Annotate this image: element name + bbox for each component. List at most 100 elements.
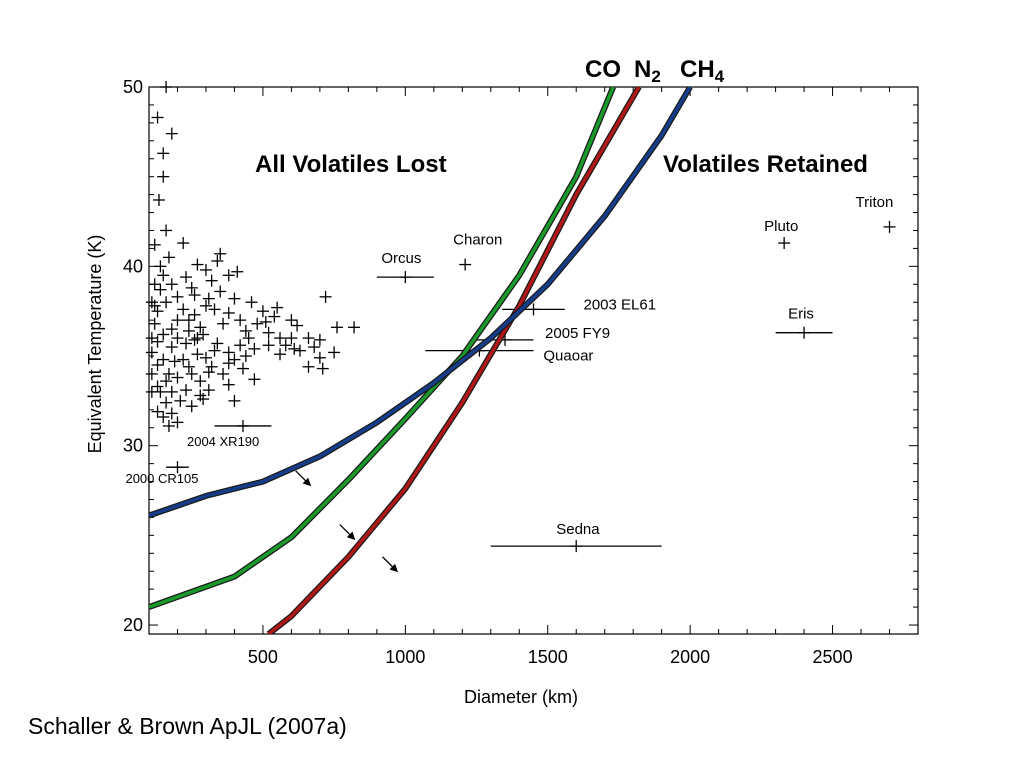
x-tick-label: 1000 — [385, 647, 425, 667]
object-label: Quaoar — [543, 348, 593, 365]
object-label: Triton — [856, 194, 894, 211]
population-point — [171, 332, 184, 345]
object-orcus: Orcus — [376, 250, 434, 284]
population-point — [165, 323, 178, 336]
x-tick-label: 1500 — [528, 647, 568, 667]
population-point — [248, 342, 261, 355]
axes-layer: 500 1000 1500 2000 2500 20 30 40 50 — [123, 77, 919, 667]
object-pluto: Pluto — [764, 218, 798, 250]
population-point — [165, 385, 178, 398]
population-point — [211, 337, 224, 350]
population-point — [222, 346, 235, 359]
population-point — [191, 348, 204, 361]
curve-label-n2-base: N — [634, 56, 651, 83]
y-tick-label: 50 — [123, 77, 143, 97]
population-point — [162, 251, 175, 264]
population-point — [151, 358, 164, 371]
population-point — [177, 237, 190, 250]
population-point — [316, 362, 329, 375]
population-point — [234, 314, 247, 327]
population-point — [152, 193, 165, 206]
population-point — [174, 394, 187, 407]
population-point — [185, 400, 198, 413]
population-point — [185, 367, 198, 380]
population-point — [245, 296, 258, 309]
object-2004-xr190: 2004 XR190 — [187, 419, 272, 449]
population-point — [285, 314, 298, 327]
population-point — [168, 355, 181, 368]
population-point — [239, 350, 252, 363]
population-point — [165, 407, 178, 420]
population-point — [217, 367, 230, 380]
population-point — [151, 380, 164, 393]
curve-line — [267, 87, 641, 634]
population-point — [222, 357, 235, 370]
population-point — [330, 321, 343, 334]
population-point — [185, 281, 198, 294]
curve-ch4 — [149, 87, 693, 519]
population-point — [274, 348, 287, 361]
population-point — [293, 344, 306, 357]
object-label: Pluto — [764, 218, 798, 235]
population-point — [180, 384, 193, 397]
population-point — [197, 393, 210, 406]
population-point — [222, 269, 235, 282]
population-point — [313, 351, 326, 364]
population-point — [165, 278, 178, 291]
population-point — [199, 351, 212, 364]
population-point — [279, 339, 292, 352]
population-point — [145, 346, 158, 359]
population-point — [251, 317, 264, 330]
population-point — [274, 332, 287, 345]
population-point — [160, 81, 173, 93]
population-point — [151, 305, 164, 318]
object-label: Orcus — [381, 250, 421, 267]
curve-label-n2-sub: 2 — [651, 67, 660, 86]
region-label-lost: All Volatiles Lost — [255, 151, 447, 178]
population-point — [248, 373, 261, 386]
population-point — [348, 321, 361, 334]
plot-frame — [148, 86, 919, 635]
population-point — [191, 332, 204, 345]
y-tick-label: 20 — [123, 615, 143, 635]
population-point — [182, 314, 195, 327]
curve-label-ch4-sub: 4 — [715, 67, 725, 86]
curve-line — [149, 87, 615, 609]
population-point — [188, 289, 201, 302]
population-point — [145, 385, 158, 398]
object-label: Eris — [788, 306, 814, 323]
population-point — [151, 335, 164, 348]
population-point — [214, 247, 227, 260]
population-point — [211, 254, 224, 267]
population-point — [171, 416, 184, 429]
population-point — [154, 260, 167, 273]
object-label: 2005 FY9 — [545, 325, 610, 342]
population-point — [236, 362, 249, 375]
population-point — [157, 147, 170, 160]
population-point — [160, 396, 173, 409]
object-label: 2004 XR190 — [187, 434, 259, 449]
population-point — [319, 290, 332, 303]
loss-arrow — [339, 524, 356, 541]
population-point — [182, 324, 195, 337]
population-point — [160, 296, 173, 309]
population-point — [160, 224, 173, 237]
population-point — [148, 238, 161, 251]
curve-label-ch4-base: CH — [680, 56, 715, 83]
population-point — [222, 378, 235, 391]
curves-layer — [149, 87, 693, 634]
population-point — [259, 315, 272, 328]
population-point — [202, 366, 215, 379]
population-point — [177, 303, 190, 316]
object-quaoar: Quaoar — [425, 344, 593, 365]
x-tick-label: 2500 — [813, 647, 853, 667]
object-label: Charon — [453, 232, 502, 249]
population-point — [239, 324, 252, 337]
population-point — [202, 292, 215, 305]
population-point — [171, 290, 184, 303]
population-point — [308, 341, 321, 354]
curve-label-ch4: CH4 — [680, 56, 725, 86]
population-point — [262, 339, 275, 352]
population-point — [208, 344, 221, 357]
